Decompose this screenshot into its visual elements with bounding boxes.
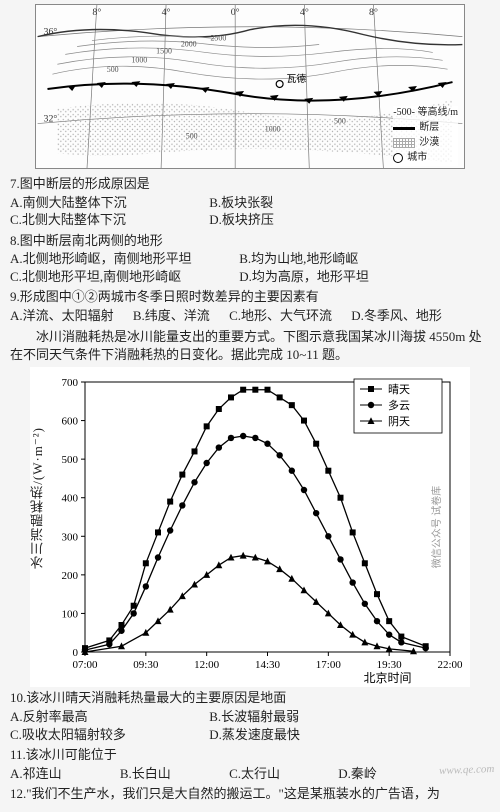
q10-stem: 10.该冰川晴天消融耗热量最大的主要原因是地面	[10, 689, 490, 707]
q9-opt-b: B.纬度、洋流	[133, 307, 210, 325]
svg-text:36°: 36°	[44, 27, 58, 38]
svg-text:0°: 0°	[231, 7, 240, 18]
q11-options: A.祁连山 B.长白山 C.太行山 D.秦岭	[10, 765, 490, 783]
svg-text:600: 600	[62, 416, 79, 428]
svg-text:北京时间: 北京时间	[363, 671, 411, 685]
svg-text:0: 0	[73, 647, 79, 659]
legend-contour-label: -500- 等高线/m	[393, 106, 458, 120]
svg-text:500: 500	[186, 131, 198, 140]
intro-text: 冰川消融耗热是冰川能量支出的重要方式。下图示意我国某冰川海拔 4550m 处在不…	[10, 328, 490, 363]
chart-ylabel: 冰川消融耗热/(W·m⁻²)	[28, 427, 47, 569]
svg-text:1500: 1500	[156, 46, 172, 55]
map-legend: -500- 等高线/m 断层 沙漠 城市	[393, 106, 458, 166]
legend-fault-label: 断层	[419, 121, 439, 135]
lon-ticks: 8° 4° 0° 4° 8°	[92, 7, 378, 18]
svg-text:07:00: 07:00	[72, 659, 98, 671]
svg-text:17:00: 17:00	[316, 659, 342, 671]
q8-stem: 8.图中断层南北两侧的地形	[10, 232, 490, 250]
q9-opt-a: A.洋流、太阳辐射	[10, 307, 114, 325]
fault-line	[47, 81, 452, 104]
svg-text:微信公众号 试卷库: 微信公众号 试卷库	[430, 486, 443, 569]
coastline	[38, 25, 463, 45]
q11-opt-a: A.祁连山	[10, 765, 62, 783]
svg-text:1000: 1000	[265, 124, 281, 133]
svg-text:500: 500	[62, 455, 79, 467]
svg-text:晴天: 晴天	[388, 383, 410, 396]
map-figure: 瓦德 500 1000 1500 2000 2500 500 1000 500 …	[35, 4, 465, 169]
legend-city-icon	[393, 153, 403, 163]
svg-text:4°: 4°	[300, 7, 309, 18]
svg-text:400: 400	[62, 493, 79, 505]
legend-city-label: 城市	[407, 151, 427, 165]
q11-opt-d: D.秦岭	[338, 765, 377, 783]
q11-opt-b: B.长白山	[120, 765, 171, 783]
legend-desert-icon	[393, 138, 415, 148]
legend-desert-label: 沙漠	[419, 136, 439, 150]
svg-text:2000: 2000	[181, 39, 197, 48]
q7-options: A.南侧大陆整体下沉 B.板块张裂 C.北侧大陆整体下沉 D.板块挤压	[10, 194, 490, 229]
svg-text:12:00: 12:00	[194, 659, 220, 671]
svg-text:22:00: 22:00	[437, 659, 463, 671]
q7-opt-d: D.板块挤压	[209, 211, 274, 229]
q9-options: A.洋流、太阳辐射 B.纬度、洋流 C.地形、大气环流 D.冬季风、地形	[10, 307, 490, 325]
svg-text:多云: 多云	[388, 398, 410, 412]
svg-text:14:30: 14:30	[255, 659, 281, 671]
watermark: www.qe.com	[438, 763, 494, 777]
q8-opt-c: C.北侧地形平坦,南侧地形崎岖	[10, 268, 220, 286]
svg-text:300: 300	[62, 532, 79, 544]
q10-opt-a: A.反射率最高	[10, 708, 190, 726]
svg-text:2500: 2500	[210, 34, 226, 43]
svg-text:1000: 1000	[131, 55, 147, 64]
legend-fault-icon	[393, 127, 415, 129]
q10-options: A.反射率最高 B.长波辐射最弱 C.吸收太阳辐射较多 D.蒸发速度最快	[10, 708, 490, 743]
chart-svg: 0 100 200 300 400 500 600 700 07:00 09:30 12:00 14:…	[30, 367, 470, 687]
q7-stem: 7.图中断层的形成原因是	[10, 175, 490, 193]
svg-text:09:30: 09:30	[133, 659, 159, 671]
q11-opt-c: C.太行山	[229, 765, 280, 783]
q11-stem: 11.该冰川可能位于	[10, 746, 490, 764]
svg-text:8°: 8°	[92, 7, 101, 18]
svg-text:阴天: 阴天	[388, 415, 410, 428]
q8-opt-d: D.均为高原，地形平坦	[239, 268, 369, 286]
q10-opt-d: D.蒸发速度最快	[209, 726, 300, 744]
chart-figure: 冰川消融耗热/(W·m⁻²) 0 100 200 300 400 500 600 700 07:…	[30, 367, 470, 687]
q10-opt-b: B.长波辐射最弱	[209, 708, 299, 726]
city-marker	[276, 81, 283, 88]
q7-opt-b: B.板块张裂	[209, 194, 273, 212]
svg-text:100: 100	[62, 609, 79, 621]
svg-text:8°: 8°	[369, 7, 378, 18]
q8-options: A.北侧地形崎岖，南侧地形平坦 B.均为山地,地形崎岖 C.北侧地形平坦,南侧地…	[10, 250, 490, 285]
q7-opt-c: C.北侧大陆整体下沉	[10, 211, 190, 229]
q9-opt-c: C.地形、大气环流	[229, 307, 332, 325]
svg-text:500: 500	[107, 65, 119, 74]
q10-opt-c: C.吸收太阳辐射较多	[10, 726, 190, 744]
q9-opt-d: D.冬季风、地形	[351, 307, 442, 325]
q9-stem: 9.形成图中①②两城市冬季日照时数差异的主要因素有	[10, 288, 490, 306]
q7-opt-a: A.南侧大陆整体下沉	[10, 194, 190, 212]
svg-text:19:30: 19:30	[377, 659, 403, 671]
q12-stem: 12."我们不生产水，我们只是大自然的搬运工。"这是某瓶装水的广告语，为	[10, 785, 490, 803]
lat-ticks: 36° 32°	[44, 27, 58, 125]
city-label: 瓦德	[287, 72, 307, 85]
svg-text:32°: 32°	[44, 114, 58, 125]
q8-opt-b: B.均为山地,地形崎岖	[239, 250, 358, 268]
svg-text:200: 200	[62, 570, 79, 582]
svg-text:700: 700	[62, 377, 79, 389]
q8-opt-a: A.北侧地形崎岖，南侧地形平坦	[10, 250, 220, 268]
svg-text:4°: 4°	[162, 7, 171, 18]
svg-text:500: 500	[334, 117, 346, 126]
